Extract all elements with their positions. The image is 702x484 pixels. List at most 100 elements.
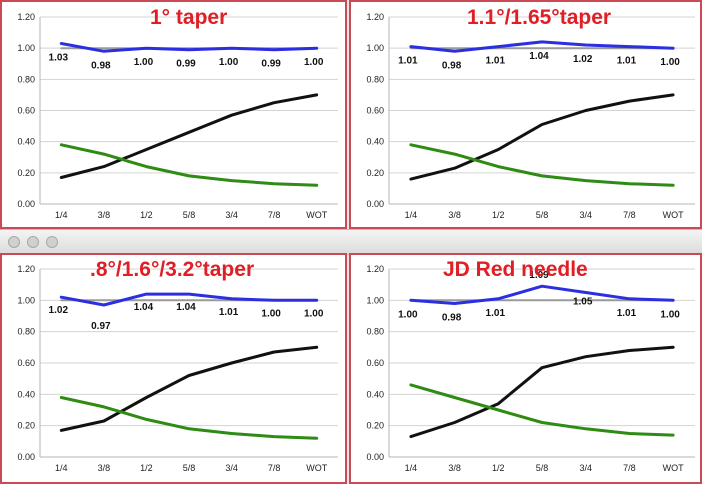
chart-8-taper: 0.00 0.20 0.40 0.60 0.80 1.00 1.20 1/4 3/8 1/2 5/8… bbox=[17, 264, 338, 473]
data-label: 1.09 bbox=[529, 270, 549, 281]
y-tick-label: 0.00 bbox=[17, 452, 35, 462]
y-tick-label: 1.20 bbox=[17, 12, 35, 22]
x-tick-label: 7/8 bbox=[623, 210, 636, 220]
series-line bbox=[59, 292, 319, 307]
y-tick-label: 0.00 bbox=[366, 199, 384, 209]
x-tick-label: 1/4 bbox=[405, 210, 418, 220]
y-tick-label: 0.20 bbox=[366, 168, 384, 178]
series-line bbox=[59, 396, 319, 440]
data-label: 1.00 bbox=[660, 57, 680, 68]
y-tick-label: 0.60 bbox=[17, 106, 35, 116]
y-tick-label: 0.80 bbox=[366, 74, 384, 84]
y-tick-label: 0.00 bbox=[366, 452, 384, 462]
x-tick-label: 7/8 bbox=[623, 463, 636, 473]
data-label: 1.00 bbox=[261, 308, 281, 319]
x-tick-label: WOT bbox=[663, 463, 684, 473]
x-tick-label: 1/2 bbox=[140, 210, 153, 220]
series-line bbox=[409, 93, 675, 181]
data-label: 1.01 bbox=[617, 56, 637, 67]
data-label: 1.04 bbox=[134, 302, 154, 313]
x-tick-label: 5/8 bbox=[536, 463, 549, 473]
chart-panel-1-1-taper: 0.00 0.20 0.40 0.60 0.80 1.00 1.20 1/4 3/8 1/2 5/8… bbox=[349, 0, 702, 229]
data-label: 1.01 bbox=[486, 308, 506, 319]
x-tick-label: 3/8 bbox=[98, 463, 111, 473]
x-tick-label: 7/8 bbox=[268, 210, 281, 220]
data-label: 1.00 bbox=[304, 57, 324, 68]
data-label: 1.00 bbox=[304, 308, 324, 319]
x-tick-label: 3/4 bbox=[579, 210, 592, 220]
data-label: 0.98 bbox=[442, 60, 462, 71]
chart-title: .8°/1.6°/3.2°taper bbox=[90, 258, 255, 281]
x-tick-label: 3/8 bbox=[448, 463, 461, 473]
x-tick-label: WOT bbox=[663, 210, 684, 220]
series-line bbox=[409, 143, 675, 187]
y-tick-label: 0.20 bbox=[17, 168, 35, 178]
y-tick-label: 0.40 bbox=[17, 389, 35, 399]
y-tick-label: 1.00 bbox=[366, 43, 384, 53]
data-label: 1.00 bbox=[660, 309, 680, 320]
y-tick-label: 0.60 bbox=[17, 358, 35, 368]
window-minimize-button[interactable] bbox=[27, 236, 39, 248]
window-zoom-button[interactable] bbox=[46, 236, 58, 248]
chart-title: 1.1°/1.65°taper bbox=[467, 6, 612, 29]
x-tick-label: 5/8 bbox=[183, 463, 196, 473]
y-tick-label: 0.20 bbox=[17, 421, 35, 431]
y-tick-label: 0.80 bbox=[366, 327, 384, 337]
data-label: 0.98 bbox=[91, 60, 111, 71]
chart-panel-1-degree-taper: 0.00 0.20 0.40 0.60 0.80 1.00 1.20 1/4 3/8 1/2 5/8… bbox=[0, 0, 347, 229]
series-line bbox=[59, 143, 319, 187]
y-tick-label: 0.80 bbox=[17, 74, 35, 84]
x-tick-label: 7/8 bbox=[268, 463, 281, 473]
y-tick-label: 0.40 bbox=[366, 389, 384, 399]
data-label: 1.02 bbox=[573, 54, 593, 65]
y-tick-label: 1.20 bbox=[366, 12, 384, 22]
data-label: 1.01 bbox=[398, 56, 418, 67]
x-tick-label: 3/4 bbox=[225, 210, 238, 220]
x-tick-label: 1/2 bbox=[140, 463, 153, 473]
series-line bbox=[409, 383, 675, 437]
x-tick-label: 5/8 bbox=[183, 210, 196, 220]
data-label: 1.02 bbox=[49, 305, 69, 316]
series-line bbox=[59, 93, 319, 179]
series-line bbox=[409, 40, 675, 53]
y-tick-label: 0.00 bbox=[17, 199, 35, 209]
series-line bbox=[409, 284, 675, 305]
y-tick-label: 1.00 bbox=[366, 295, 384, 305]
data-label: 1.01 bbox=[617, 308, 637, 319]
y-tick-label: 0.80 bbox=[17, 327, 35, 337]
data-label: 0.98 bbox=[442, 312, 462, 323]
y-tick-label: 0.60 bbox=[366, 106, 384, 116]
chart-jd-red-needle: 0.00 0.20 0.40 0.60 0.80 1.00 1.20 1/4 3/8 1/2 5/8… bbox=[366, 264, 695, 473]
x-tick-label: 1/4 bbox=[405, 463, 418, 473]
x-tick-label: 3/8 bbox=[448, 210, 461, 220]
x-tick-label: 1/2 bbox=[492, 210, 505, 220]
y-tick-label: 0.60 bbox=[366, 358, 384, 368]
data-label: 1.04 bbox=[529, 51, 549, 62]
x-tick-label: 1/4 bbox=[55, 210, 68, 220]
series-line bbox=[409, 345, 675, 439]
x-tick-label: WOT bbox=[306, 463, 327, 473]
chart-panel-jd-red-needle: 0.00 0.20 0.40 0.60 0.80 1.00 1.20 1/4 3/8 1/2 5/8… bbox=[349, 253, 702, 484]
window-close-button[interactable] bbox=[8, 236, 20, 248]
series-line bbox=[59, 345, 319, 432]
data-label: 0.97 bbox=[91, 321, 111, 332]
y-tick-label: 0.40 bbox=[366, 137, 384, 147]
chart-title: JD Red needle bbox=[443, 258, 588, 281]
y-tick-label: 0.20 bbox=[366, 421, 384, 431]
y-tick-label: 1.20 bbox=[17, 264, 35, 274]
y-tick-label: 0.40 bbox=[17, 137, 35, 147]
chart-title: 1° taper bbox=[150, 6, 228, 29]
chart-panel-8-taper: 0.00 0.20 0.40 0.60 0.80 1.00 1.20 1/4 3/8 1/2 5/8… bbox=[0, 253, 347, 484]
x-tick-label: 5/8 bbox=[536, 210, 549, 220]
x-tick-label: 3/4 bbox=[579, 463, 592, 473]
data-label: 1.05 bbox=[573, 297, 593, 308]
y-tick-label: 1.00 bbox=[17, 295, 35, 305]
x-tick-label: WOT bbox=[306, 210, 327, 220]
x-tick-label: 1/2 bbox=[492, 463, 505, 473]
window-titlebar bbox=[0, 229, 702, 255]
data-label: 1.00 bbox=[398, 309, 418, 320]
data-label: 1.03 bbox=[49, 52, 69, 63]
x-tick-label: 1/4 bbox=[55, 463, 68, 473]
chart-1-1-taper: 0.00 0.20 0.40 0.60 0.80 1.00 1.20 1/4 3/8 1/2 5/8… bbox=[366, 12, 695, 220]
data-label: 0.99 bbox=[261, 59, 281, 70]
